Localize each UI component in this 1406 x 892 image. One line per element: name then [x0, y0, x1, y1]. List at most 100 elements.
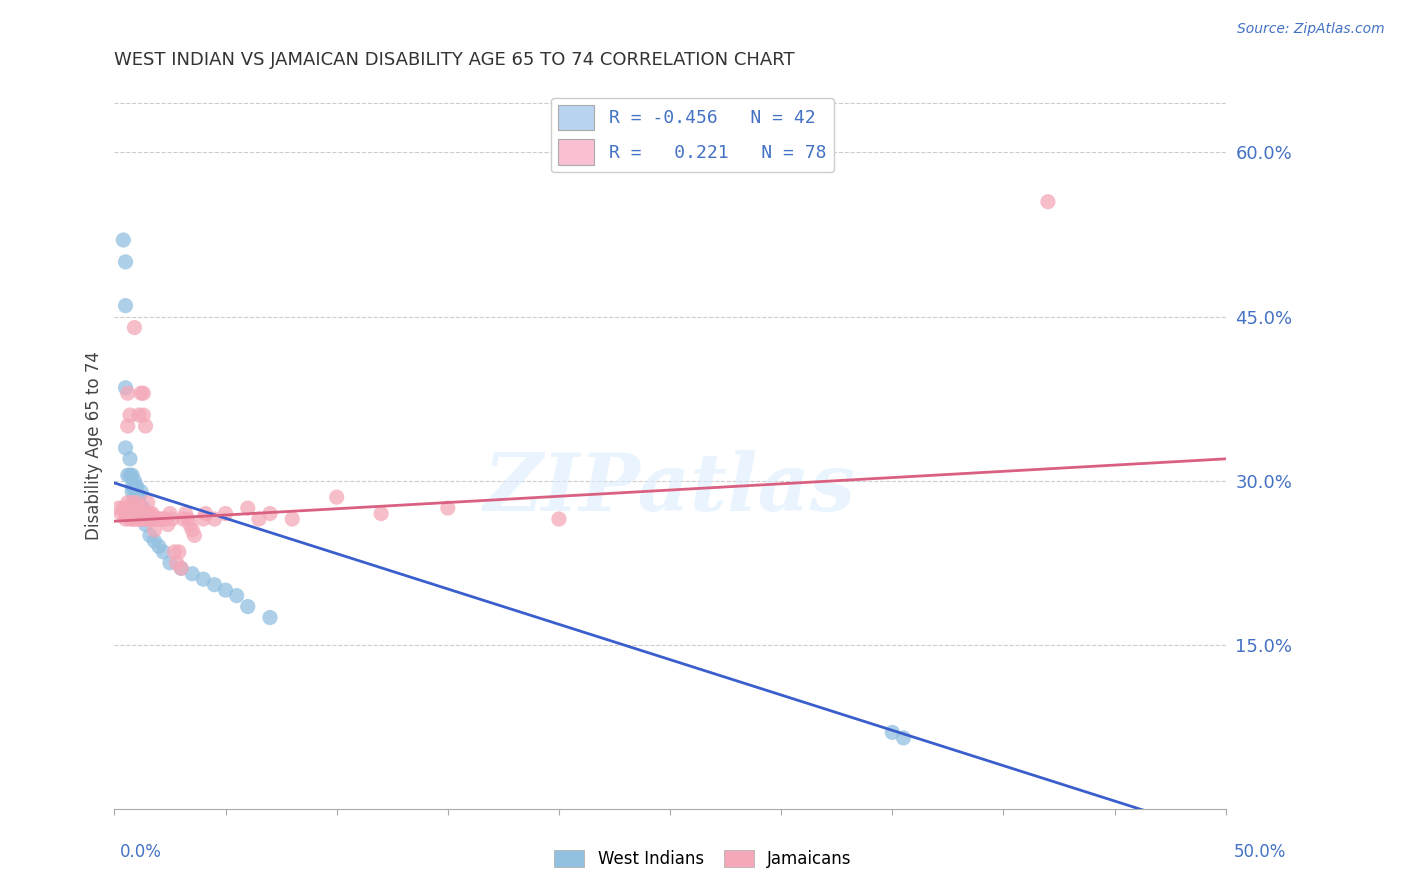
Point: [155, 512, 177, 526]
Point: [170, 561, 193, 575]
Point: [259, 610, 281, 624]
Point: [166, 556, 188, 570]
Point: [214, 583, 236, 598]
Point: [114, 255, 136, 269]
Y-axis label: Disability Age 65 to 74: Disability Age 65 to 74: [86, 351, 103, 540]
Point: [121, 479, 143, 493]
Point: [112, 233, 135, 247]
Point: [139, 528, 162, 542]
Point: [128, 495, 150, 509]
Point: [129, 484, 152, 499]
Legend: West Indians, Jamaicans: West Indians, Jamaicans: [548, 843, 858, 875]
Point: [143, 512, 166, 526]
Point: [136, 512, 159, 526]
Point: [193, 572, 215, 586]
Point: [152, 512, 174, 526]
Point: [145, 512, 167, 526]
Point: [125, 495, 148, 509]
Point: [174, 507, 197, 521]
Point: [124, 320, 146, 334]
Point: [194, 507, 217, 521]
Text: 0.0%: 0.0%: [120, 843, 162, 861]
Point: [181, 523, 204, 537]
Point: [128, 512, 150, 526]
Point: [118, 512, 141, 526]
Point: [236, 599, 259, 614]
Point: [125, 479, 148, 493]
Point: [150, 512, 173, 526]
Point: [159, 556, 181, 570]
Point: [108, 501, 131, 516]
Point: [139, 512, 162, 526]
Point: [204, 512, 226, 526]
Point: [121, 484, 143, 499]
Point: [225, 589, 247, 603]
Point: [135, 419, 157, 434]
Point: [125, 490, 148, 504]
Point: [124, 512, 146, 526]
Point: [132, 507, 155, 521]
Point: [129, 501, 152, 516]
Point: [129, 501, 152, 516]
Point: [117, 495, 139, 509]
Point: [135, 512, 157, 526]
Point: [132, 408, 155, 422]
Point: [128, 490, 150, 504]
Point: [118, 408, 141, 422]
Point: [214, 507, 236, 521]
Point: [136, 507, 159, 521]
Point: [136, 495, 159, 509]
Point: [436, 501, 458, 516]
Point: [114, 299, 136, 313]
Point: [124, 479, 146, 493]
Point: [121, 495, 143, 509]
Point: [259, 507, 281, 521]
Point: [143, 523, 166, 537]
Point: [1036, 194, 1059, 209]
Point: [141, 512, 163, 526]
Point: [112, 501, 135, 516]
Point: [114, 507, 136, 521]
Point: [135, 512, 157, 526]
Point: [163, 545, 186, 559]
Point: [118, 468, 141, 483]
Point: [124, 474, 146, 488]
Point: [110, 507, 132, 521]
Point: [117, 419, 139, 434]
Point: [136, 512, 159, 526]
Point: [124, 490, 146, 504]
Point: [148, 540, 170, 554]
Point: [167, 545, 190, 559]
Point: [117, 386, 139, 401]
Point: [893, 731, 915, 745]
Point: [118, 451, 141, 466]
Point: [125, 507, 148, 521]
Point: [132, 386, 155, 401]
Point: [156, 517, 179, 532]
Point: [135, 507, 157, 521]
Point: [117, 468, 139, 483]
Point: [125, 484, 148, 499]
Point: [125, 512, 148, 526]
Point: [129, 386, 152, 401]
Point: [204, 577, 226, 591]
Point: [114, 501, 136, 516]
Point: [172, 512, 194, 526]
Point: [124, 507, 146, 521]
Point: [170, 561, 193, 575]
Point: [143, 533, 166, 548]
Text: 50.0%: 50.0%: [1234, 843, 1286, 861]
Legend: R = -0.456   N = 42, R =   0.221   N = 78: R = -0.456 N = 42, R = 0.221 N = 78: [551, 97, 834, 172]
Point: [148, 512, 170, 526]
Point: [117, 507, 139, 521]
Point: [128, 501, 150, 516]
Point: [128, 507, 150, 521]
Point: [159, 507, 181, 521]
Point: [121, 507, 143, 521]
Point: [548, 512, 571, 526]
Text: ZIPatlas: ZIPatlas: [484, 450, 856, 527]
Text: WEST INDIAN VS JAMAICAN DISABILITY AGE 65 TO 74 CORRELATION CHART: WEST INDIAN VS JAMAICAN DISABILITY AGE 6…: [114, 51, 794, 69]
Point: [128, 408, 150, 422]
Point: [247, 512, 270, 526]
Point: [152, 545, 174, 559]
